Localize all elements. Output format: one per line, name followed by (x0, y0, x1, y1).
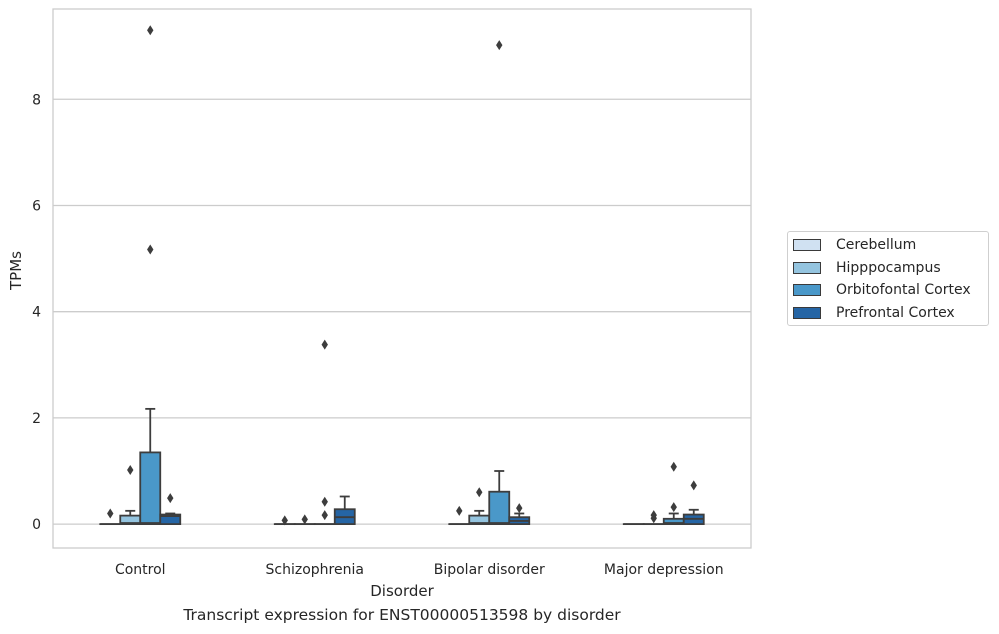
outlier-point (516, 503, 523, 514)
box-group (99, 25, 182, 526)
outlier-point (321, 496, 328, 507)
y-tick-label: 6 (32, 198, 41, 214)
outlier-point (281, 515, 288, 526)
outlier-point (496, 40, 503, 51)
y-tick-label: 8 (32, 92, 41, 108)
legend-item: Orbitofontal Cortex (793, 280, 971, 300)
box-group (273, 339, 356, 526)
x-tick-labels: Control Schizophrenia Bipolar disorder Majo… (115, 562, 724, 578)
box (159, 513, 182, 526)
x-tick-label: Major depression (604, 562, 724, 578)
legend-label: Orbitofontal Cortex (836, 282, 971, 298)
y-tick-label: 4 (32, 305, 41, 321)
legend: Cerebellum Hipppocampus Orbitofontal Corte… (787, 231, 989, 326)
outlier-point (456, 505, 463, 516)
legend-swatch (793, 306, 821, 319)
legend-swatch (793, 284, 821, 296)
outlier-point (107, 508, 114, 519)
outlier-point (167, 493, 174, 504)
outlier-point (321, 510, 328, 521)
x-tick-label: Bipolar disorder (434, 562, 545, 578)
y-tick-label: 2 (32, 411, 41, 427)
outlier-point (147, 244, 154, 255)
legend-item: Cerebellum (793, 235, 916, 255)
box-group (622, 461, 705, 526)
chart-caption: Transcript expression for ENST0000051359… (183, 606, 621, 624)
legend-swatch (793, 261, 821, 274)
legend-label: Cerebellum (836, 237, 917, 253)
outlier-point (321, 339, 328, 350)
outlier-point (127, 464, 134, 475)
outlier-point (650, 510, 657, 521)
y-tick-label: 0 (32, 517, 41, 533)
box-group (448, 40, 531, 526)
y-tick-labels: 0 2 4 6 8 (32, 92, 41, 533)
legend-label: Prefrontal Cortex (836, 304, 955, 321)
outlier-point (301, 514, 308, 525)
plot-frame (52, 8, 752, 549)
legend-item: Hipppocampus (793, 258, 941, 278)
y-axis-title: TPMs (7, 251, 25, 291)
outlier-point (670, 502, 677, 513)
outlier-point (147, 25, 154, 36)
box (488, 490, 511, 526)
outlier-point (690, 480, 697, 491)
x-axis-title: Disorder (370, 582, 434, 600)
legend-swatch (793, 239, 821, 251)
box-groups (99, 25, 705, 526)
box (139, 451, 162, 526)
legend-item: Prefrontal Cortex (793, 303, 955, 323)
outlier-point (670, 461, 677, 472)
legend-label: Hipppocampus (836, 259, 941, 276)
x-tick-label: Control (115, 562, 166, 578)
outlier-point (476, 487, 483, 498)
x-tick-label: Schizophrenia (266, 562, 364, 578)
